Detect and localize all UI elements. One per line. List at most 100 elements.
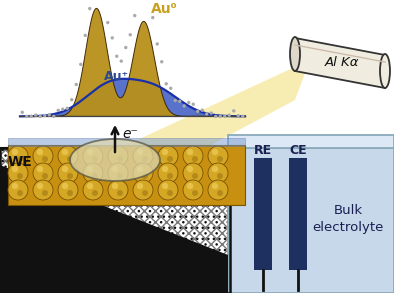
- Circle shape: [87, 166, 93, 172]
- Circle shape: [83, 146, 103, 166]
- Text: e⁻: e⁻: [122, 127, 138, 141]
- Circle shape: [137, 166, 143, 172]
- Ellipse shape: [380, 54, 390, 88]
- Circle shape: [212, 166, 218, 172]
- Circle shape: [17, 190, 23, 196]
- Point: [132, 13, 138, 18]
- Circle shape: [62, 166, 68, 172]
- Circle shape: [208, 146, 228, 166]
- Circle shape: [162, 183, 168, 189]
- Point: [167, 86, 174, 91]
- Circle shape: [42, 173, 48, 179]
- Circle shape: [117, 173, 123, 179]
- Circle shape: [158, 146, 178, 166]
- Point: [109, 35, 115, 40]
- Circle shape: [37, 149, 43, 155]
- Circle shape: [217, 173, 223, 179]
- Circle shape: [217, 156, 223, 162]
- Text: electrolyte: electrolyte: [312, 222, 384, 234]
- Circle shape: [212, 183, 218, 189]
- Point: [208, 111, 214, 115]
- Point: [190, 102, 196, 107]
- Circle shape: [58, 180, 78, 200]
- Circle shape: [17, 156, 23, 162]
- Circle shape: [92, 190, 98, 196]
- Circle shape: [33, 163, 53, 183]
- Circle shape: [112, 166, 118, 172]
- Circle shape: [142, 190, 148, 196]
- Circle shape: [12, 183, 18, 189]
- Polygon shape: [120, 60, 310, 175]
- Point: [186, 100, 192, 105]
- Circle shape: [217, 190, 223, 196]
- Circle shape: [12, 149, 18, 155]
- Circle shape: [133, 163, 153, 183]
- Point: [28, 114, 34, 118]
- Point: [113, 54, 120, 59]
- Circle shape: [33, 146, 53, 166]
- Point: [46, 113, 52, 117]
- Circle shape: [137, 149, 143, 155]
- Point: [33, 113, 39, 117]
- Point: [104, 20, 111, 25]
- Circle shape: [108, 146, 128, 166]
- Point: [42, 113, 48, 118]
- Circle shape: [187, 166, 193, 172]
- Circle shape: [142, 173, 148, 179]
- Point: [204, 112, 210, 116]
- Polygon shape: [8, 138, 245, 146]
- Ellipse shape: [290, 37, 300, 71]
- Point: [55, 108, 61, 113]
- Circle shape: [162, 166, 168, 172]
- FancyBboxPatch shape: [289, 158, 307, 270]
- Point: [19, 110, 25, 115]
- Circle shape: [167, 190, 173, 196]
- Circle shape: [117, 190, 123, 196]
- Circle shape: [142, 156, 148, 162]
- Point: [181, 104, 188, 108]
- Circle shape: [158, 163, 178, 183]
- Point: [50, 114, 57, 119]
- Circle shape: [208, 180, 228, 200]
- Point: [73, 82, 80, 87]
- Point: [78, 62, 84, 67]
- Ellipse shape: [70, 139, 160, 181]
- Circle shape: [42, 156, 48, 162]
- Circle shape: [208, 163, 228, 183]
- Circle shape: [92, 156, 98, 162]
- Circle shape: [192, 190, 198, 196]
- Circle shape: [117, 156, 123, 162]
- Point: [159, 59, 165, 64]
- Circle shape: [8, 146, 28, 166]
- Circle shape: [62, 149, 68, 155]
- Circle shape: [108, 180, 128, 200]
- Circle shape: [83, 163, 103, 183]
- FancyBboxPatch shape: [254, 158, 272, 270]
- Circle shape: [67, 190, 73, 196]
- Polygon shape: [228, 148, 394, 293]
- Circle shape: [192, 156, 198, 162]
- Point: [64, 106, 71, 110]
- Polygon shape: [295, 38, 385, 88]
- Circle shape: [187, 149, 193, 155]
- Text: Bulk: Bulk: [333, 204, 362, 217]
- Circle shape: [167, 173, 173, 179]
- Point: [221, 114, 228, 119]
- Circle shape: [212, 149, 218, 155]
- Circle shape: [58, 163, 78, 183]
- Circle shape: [8, 163, 28, 183]
- Text: Al Kα: Al Kα: [325, 55, 359, 69]
- Point: [150, 15, 156, 20]
- Point: [154, 42, 160, 46]
- Point: [199, 108, 205, 113]
- Circle shape: [67, 173, 73, 179]
- Circle shape: [42, 190, 48, 196]
- Circle shape: [187, 183, 193, 189]
- Circle shape: [87, 149, 93, 155]
- Point: [59, 107, 66, 112]
- Circle shape: [183, 146, 203, 166]
- Text: Au⁰: Au⁰: [151, 2, 177, 16]
- Circle shape: [33, 180, 53, 200]
- Circle shape: [158, 180, 178, 200]
- Circle shape: [17, 173, 23, 179]
